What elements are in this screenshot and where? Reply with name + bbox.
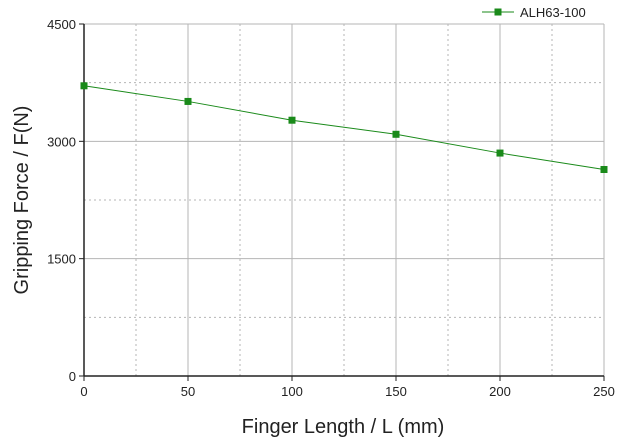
y-tick-label: 1500 xyxy=(47,252,76,267)
y-tick-label: 0 xyxy=(69,369,76,384)
legend-entry-label: ALH63-100 xyxy=(520,5,586,20)
data-point xyxy=(392,130,400,138)
y-axis-label: Gripping Force / F(N) xyxy=(11,106,33,295)
data-point xyxy=(80,82,88,90)
x-tick-label: 150 xyxy=(385,384,407,399)
y-tick-label: 3000 xyxy=(47,134,76,149)
x-tick-label: 100 xyxy=(281,384,303,399)
axes xyxy=(79,23,605,381)
legend: ALH63-100 xyxy=(482,5,586,20)
data-point xyxy=(496,149,504,157)
series-line xyxy=(83,85,605,170)
x-tick-label: 250 xyxy=(593,384,615,399)
data-point xyxy=(600,165,608,173)
x-tick-label: 50 xyxy=(181,384,195,399)
y-tick-label: 4500 xyxy=(47,17,76,32)
tick-labels: 0 50 100 150 200 250 0 1500 3000 4500 xyxy=(47,17,615,399)
data-point xyxy=(184,97,192,105)
x-axis-label: Finger Length / L (mm) xyxy=(242,416,445,438)
data-series xyxy=(80,82,608,173)
grid-lines xyxy=(84,23,605,376)
legend-marker xyxy=(494,8,502,16)
data-point xyxy=(288,116,296,124)
x-tick-label: 0 xyxy=(80,384,87,399)
x-tick-label: 200 xyxy=(489,384,511,399)
